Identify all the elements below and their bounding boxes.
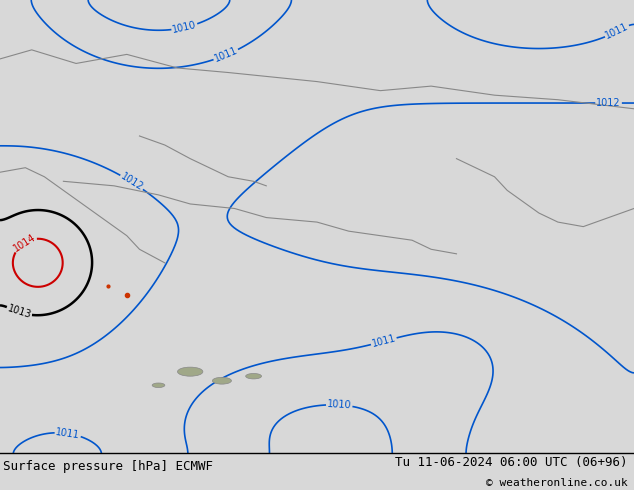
- Ellipse shape: [246, 373, 262, 379]
- Ellipse shape: [178, 367, 203, 376]
- Text: 1011: 1011: [213, 46, 239, 64]
- Text: 1010: 1010: [327, 399, 352, 411]
- Text: 1011: 1011: [604, 22, 630, 41]
- Text: 1013: 1013: [6, 304, 32, 320]
- Text: 1012: 1012: [596, 98, 621, 108]
- Text: © weatheronline.co.uk: © weatheronline.co.uk: [486, 478, 628, 488]
- Text: 1011: 1011: [55, 427, 81, 440]
- Ellipse shape: [212, 377, 231, 384]
- Text: 1014: 1014: [11, 232, 37, 253]
- Text: Surface pressure [hPa] ECMWF: Surface pressure [hPa] ECMWF: [3, 460, 213, 473]
- Text: 1011: 1011: [371, 333, 397, 349]
- Text: 1010: 1010: [171, 20, 198, 35]
- Text: 1012: 1012: [119, 172, 145, 193]
- Text: Tu 11-06-2024 06:00 UTC (06+96): Tu 11-06-2024 06:00 UTC (06+96): [395, 456, 628, 469]
- Ellipse shape: [152, 383, 165, 388]
